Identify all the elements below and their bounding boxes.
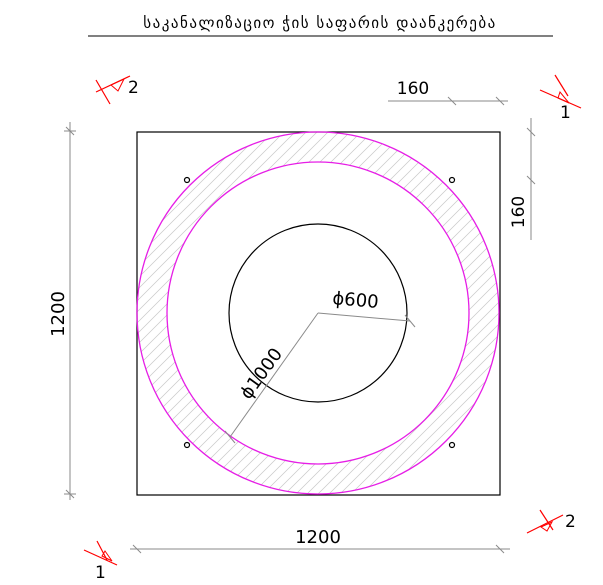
opening-circle xyxy=(228,223,408,403)
section-mark-top-right: 1 xyxy=(539,74,582,123)
bolt-offset-x-dimension xyxy=(388,96,508,106)
hatch-line xyxy=(238,132,499,494)
bolt-offset-y-label: 160 xyxy=(509,196,529,228)
hatch-line xyxy=(137,132,408,494)
hatch-line xyxy=(503,53,603,573)
width-dimension xyxy=(130,544,510,554)
hatch-line xyxy=(0,53,55,573)
hatch-line xyxy=(491,132,499,494)
hatch-line xyxy=(260,132,499,494)
section-mark-bottom-left: 1 xyxy=(83,540,118,583)
hatch-line xyxy=(558,53,603,573)
hatch-line xyxy=(271,132,499,494)
inner-diameter-tick xyxy=(404,314,416,328)
hatch-line xyxy=(547,53,603,573)
hatch-line xyxy=(249,132,499,494)
hatch-line xyxy=(569,53,603,573)
anchor-hole-bottom-right xyxy=(448,441,456,449)
hatch-line xyxy=(0,53,44,573)
svg-text:2: 2 xyxy=(565,512,576,532)
bolt-offset-y-dimension xyxy=(526,118,536,240)
svg-text:1: 1 xyxy=(95,563,106,583)
hatch-line xyxy=(227,132,499,494)
anchor-hole-bottom-left xyxy=(183,441,191,449)
hatch-line xyxy=(514,53,603,573)
hatch-line xyxy=(137,132,397,494)
height-dimension-label: 1200 xyxy=(48,291,69,337)
hatch-line xyxy=(137,132,364,494)
svg-text:1: 1 xyxy=(560,103,571,123)
height-dimension xyxy=(64,122,76,500)
outer-diameter-leader xyxy=(229,312,319,438)
hatch-line xyxy=(137,132,375,494)
hatch-line xyxy=(536,53,603,573)
inner-ring-circle xyxy=(166,161,470,465)
hatch-line xyxy=(0,53,33,573)
hatch-line xyxy=(137,132,419,494)
hatch-line xyxy=(137,132,155,494)
hatch-line xyxy=(525,53,603,573)
outer-ring-circle xyxy=(136,131,500,495)
drawing-title: საკანალიზაციო ჭის საფარის დაანკერება xyxy=(143,14,496,32)
hatch-line xyxy=(0,53,11,573)
inner-diameter-label: ϕ600 xyxy=(332,288,380,313)
hatch-line xyxy=(0,53,22,573)
section-mark-bottom-right: 2 xyxy=(526,509,576,534)
anchor-hole-top-right xyxy=(448,176,456,184)
width-dimension-label: 1200 xyxy=(295,527,341,548)
anchor-hole-top-left xyxy=(183,176,191,184)
hatch-line xyxy=(580,53,603,573)
outer-diameter-label: ϕ1000 xyxy=(236,344,287,403)
hatch-line xyxy=(216,132,499,494)
hatch-line xyxy=(591,53,603,573)
outer-diameter-tick xyxy=(224,430,236,444)
svg-text:2: 2 xyxy=(128,78,139,98)
hatch-line xyxy=(137,132,386,494)
bolt-offset-x-label: 160 xyxy=(397,79,429,99)
section-mark-top-left: 2 xyxy=(95,75,139,105)
inner-diameter-leader xyxy=(317,312,411,322)
